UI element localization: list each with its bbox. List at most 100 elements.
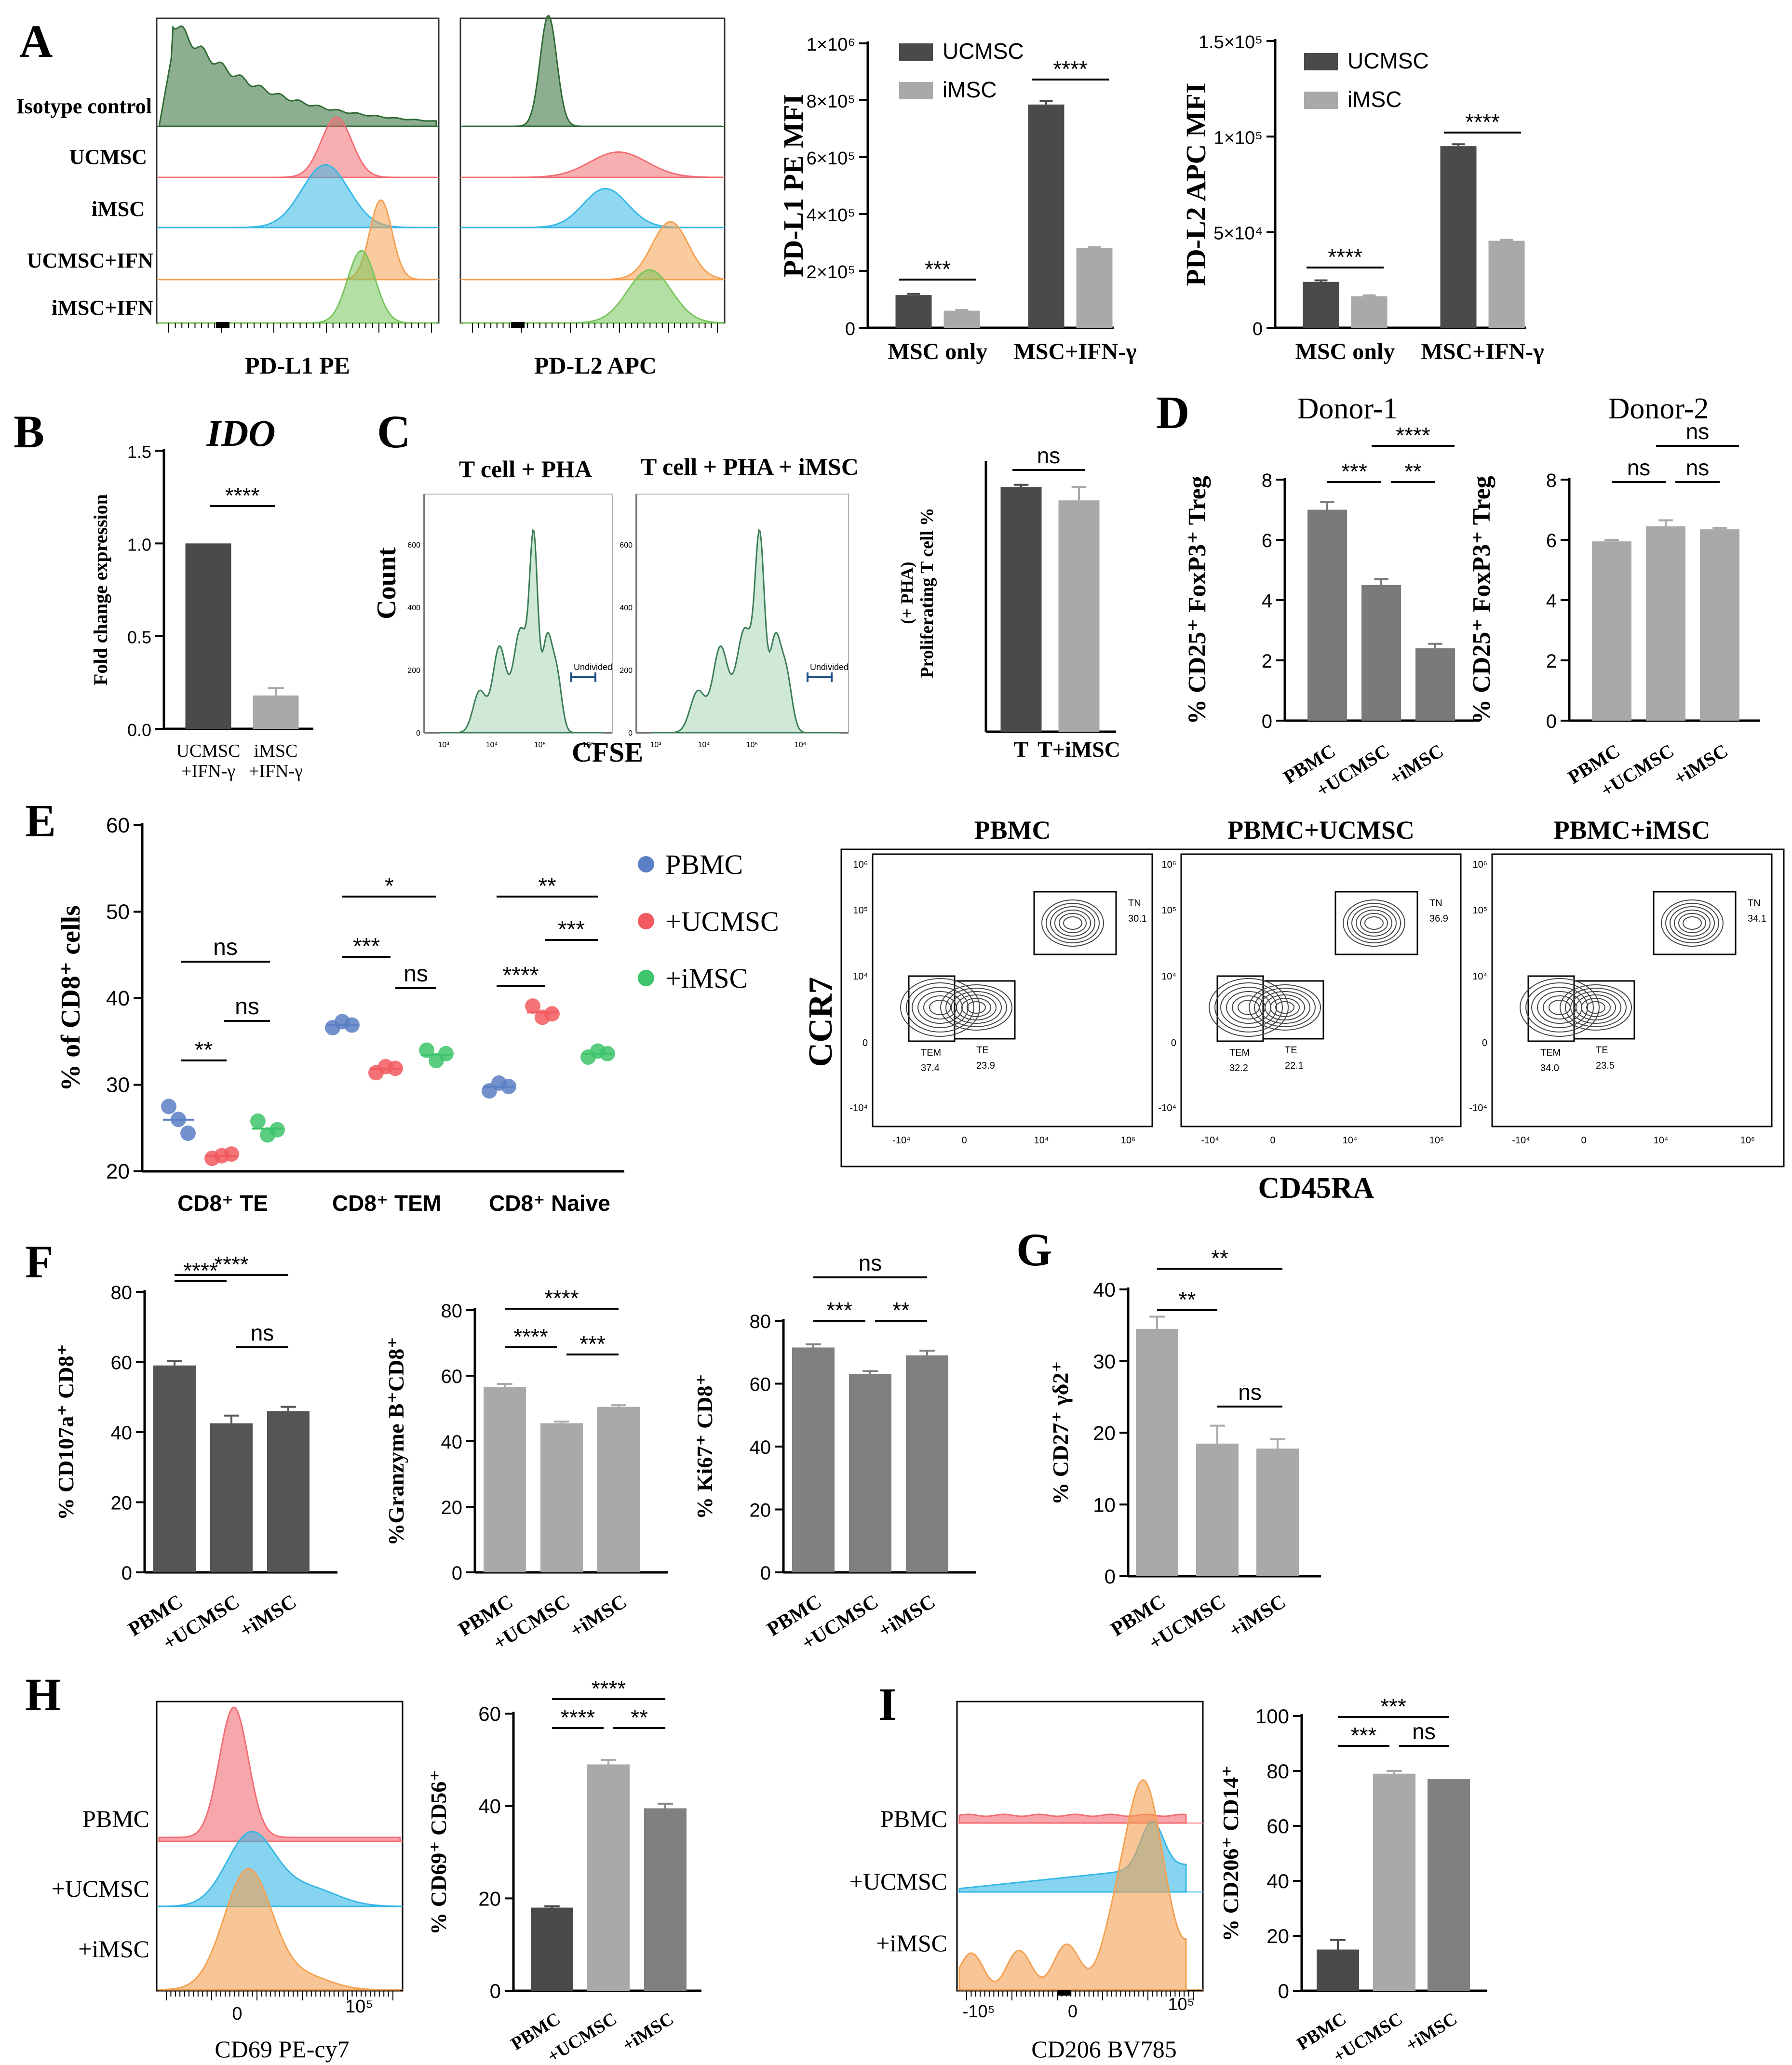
bar — [1136, 1328, 1178, 1576]
contour-outer-frame — [840, 848, 1785, 1167]
bar — [597, 1407, 640, 1572]
x-tick-label: 0 — [1068, 2001, 1078, 2021]
x-tick-label: 10³ — [650, 741, 661, 749]
x-category-label: iMSC — [254, 741, 298, 761]
contour-line — [1343, 899, 1405, 947]
contour-line — [900, 978, 980, 1037]
bar — [1428, 1779, 1470, 1991]
y-axis-subtitle: (+ PHA) — [897, 562, 916, 624]
contour-line — [1054, 910, 1091, 937]
h-xlabel: CD69 PE-cy7 — [215, 2036, 349, 2063]
y-tick-label: 10⁴ — [853, 971, 868, 982]
i-label-2: +iMSC — [876, 1930, 947, 1957]
y-tick-label: 0.5 — [127, 628, 151, 647]
y-tick-label: 0 — [862, 1038, 868, 1048]
legend-label: +iMSC — [665, 963, 748, 994]
y-tick-label: 40 — [1267, 1870, 1289, 1892]
bar — [1317, 1949, 1359, 1991]
contour-line — [1356, 910, 1392, 937]
contour-line — [940, 984, 1012, 1031]
data-point — [544, 1006, 560, 1022]
y-tick-label: 0 — [452, 1563, 462, 1584]
data-point — [419, 1042, 434, 1058]
y-tick-label: 80 — [441, 1301, 463, 1322]
legend-swatch — [1304, 92, 1338, 109]
zero-marker — [1058, 1990, 1071, 1996]
data-point — [344, 1017, 360, 1033]
y-tick-label: 10⁶ — [1162, 859, 1176, 870]
data-point — [438, 1046, 454, 1061]
contour-line — [1537, 991, 1582, 1024]
y-tick-label: 0 — [1482, 1038, 1487, 1048]
significance-label: **** — [214, 1252, 249, 1277]
significance-label: *** — [558, 917, 585, 942]
y-tick-label: 40 — [1093, 1278, 1116, 1301]
significance-label: ns — [1686, 455, 1710, 480]
y-axis-title: % CD206⁺ CD14⁺ — [1218, 1765, 1243, 1941]
x-category-label: +iMSC — [1386, 739, 1447, 789]
data-point — [171, 1112, 186, 1127]
contour-line — [1674, 910, 1711, 937]
contour-line — [1254, 988, 1316, 1027]
y-tick-label: 60 — [1267, 1815, 1289, 1837]
significance-label: **** — [503, 963, 539, 988]
contour-line — [1661, 899, 1724, 947]
y-tick-label: 60 — [111, 1353, 133, 1374]
x-tick-label: -10⁴ — [1201, 1135, 1219, 1146]
contour-line — [1683, 916, 1702, 930]
contour-line — [1670, 906, 1715, 940]
y-tick-label: 80 — [1267, 1760, 1289, 1783]
contour-line — [1347, 903, 1401, 943]
contour-line — [945, 988, 1007, 1027]
group-label: MSC only — [888, 339, 988, 364]
gate-value: 34.0 — [1540, 1063, 1559, 1073]
x-category-label: +iMSC — [236, 1590, 301, 1642]
x-tick-label: 0 — [961, 1135, 967, 1146]
gate-te — [954, 980, 1016, 1040]
group-label: MSC+IFN-γ — [1421, 339, 1544, 364]
y-tick-label: 2 — [1546, 651, 1557, 672]
sample-label-0: Isotype control — [16, 94, 152, 118]
x-tick-label: 0 — [232, 2004, 242, 2024]
panel-letter-D: D — [1156, 387, 1189, 438]
contour-line — [1351, 906, 1397, 940]
gate-value: 23.5 — [1596, 1060, 1615, 1071]
bar — [1196, 1443, 1239, 1576]
cfse-histogram — [439, 528, 603, 734]
significance-label: ns — [251, 1320, 274, 1345]
y-tick-label: 20 — [106, 1160, 130, 1183]
chart-title: Donor-1 — [1297, 392, 1398, 425]
group-label: MSC+IFN-γ — [1013, 339, 1136, 364]
x-tick-label: 10⁴ — [698, 741, 710, 749]
gate-value: 36.9 — [1429, 913, 1448, 924]
bar — [1058, 500, 1100, 732]
sample-label-4: iMSC+IFN — [52, 296, 153, 320]
contour-line — [967, 1001, 986, 1014]
contour-line — [1046, 903, 1100, 943]
significance-label: ** — [1179, 1287, 1196, 1312]
panel-letter-A: A — [19, 15, 53, 67]
y-tick-label: 4 — [1546, 590, 1557, 612]
group-label: CD8⁺ TEM — [332, 1191, 441, 1216]
y-axis-title: %Granzyme B⁺CD8⁺ — [384, 1337, 408, 1545]
gate-tn — [1653, 891, 1737, 955]
gate-tn — [1033, 891, 1117, 955]
gate-name: TN — [1748, 898, 1761, 909]
x-category-label: +iMSC — [566, 1590, 631, 1642]
bar — [1488, 241, 1525, 328]
gate-name: TE — [976, 1045, 989, 1056]
bar — [531, 1907, 573, 1991]
pdl1-mfi-chart: 0 2×10⁵ 4×10⁵ 6×10⁵ 8×10⁵ 1×10⁶ PD-L1 PE MFI **… — [778, 35, 1137, 364]
contour-line — [1678, 913, 1706, 933]
data-point — [224, 1146, 239, 1162]
data-point — [388, 1060, 403, 1076]
gate-name: TE — [1596, 1045, 1608, 1056]
contour-line — [951, 991, 1002, 1024]
y-tick-label: 40 — [478, 1795, 501, 1818]
cd206-histograms: PBMC +UCMSC +iMSC CD206 BV785 -10⁵ 0 10⁵ — [849, 1701, 1204, 2063]
y-tick-label: 100 — [1255, 1705, 1289, 1728]
bar — [587, 1764, 630, 1991]
